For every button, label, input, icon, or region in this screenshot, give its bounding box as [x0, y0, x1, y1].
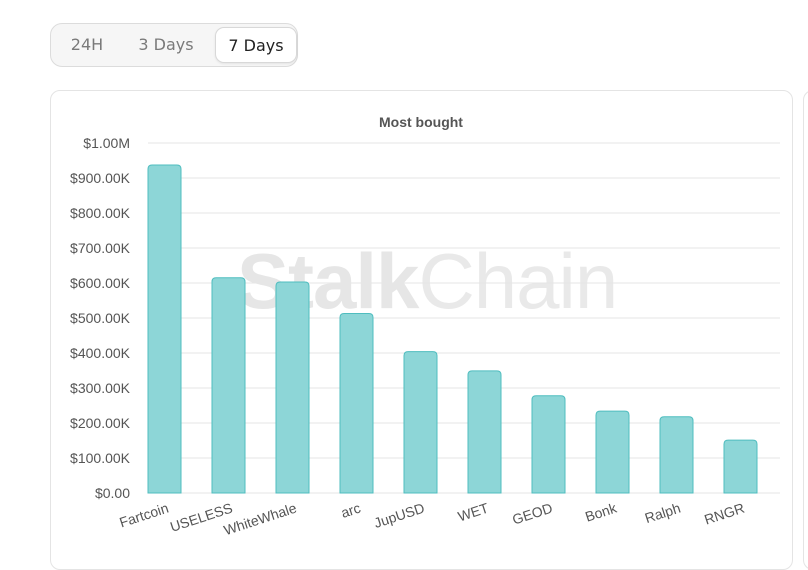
y-tick-label: $900.00K: [70, 170, 131, 186]
x-tick-label: JupUSD: [372, 500, 427, 531]
y-axis-ticks: $0.00 $100.00K $200.00K $300.00K $400.00K $50…: [70, 135, 131, 501]
y-tick-label: $100.00K: [70, 450, 131, 466]
time-range-selector: 24H 3 Days 7 Days: [50, 23, 298, 67]
x-tick-label: Ralph: [643, 500, 683, 527]
x-tick-label: WhiteWhale: [222, 500, 299, 539]
x-tick-label: GEOD: [510, 500, 554, 528]
bar-fartcoin[interactable]: [147, 164, 182, 494]
y-tick-label: $200.00K: [70, 415, 131, 431]
most-bought-bar-chart: Most bought $0.00 $100.00K $200.00K $300.00…: [70, 114, 780, 538]
tab-7-days[interactable]: 7 Days: [215, 27, 297, 63]
y-tick-label: $700.00K: [70, 240, 131, 256]
bar-geod[interactable]: [531, 395, 566, 494]
bars: [147, 164, 758, 494]
watermark-part-2: Chain: [418, 237, 618, 325]
bar-ralph[interactable]: [659, 416, 694, 494]
y-tick-label: $0.00: [95, 485, 130, 501]
tab-3-days[interactable]: 3 Days: [138, 35, 194, 54]
x-tick-label: RNGR: [702, 500, 746, 528]
chart-title: Most bought: [379, 114, 463, 130]
bar-jupusd[interactable]: [403, 351, 438, 494]
y-tick-label: $400.00K: [70, 345, 131, 361]
tab-24h[interactable]: 24H: [70, 35, 104, 54]
bar-wet[interactable]: [467, 370, 502, 494]
bar-whitewhale[interactable]: [275, 281, 310, 494]
watermark-part-1: Stalk: [237, 237, 419, 325]
y-tick-label: $300.00K: [70, 380, 131, 396]
bar-arc[interactable]: [339, 312, 374, 494]
x-tick-label: WET: [456, 499, 491, 524]
x-tick-label: arc: [339, 500, 362, 521]
y-tick-label: $500.00K: [70, 310, 131, 326]
y-tick-label: $600.00K: [70, 275, 131, 291]
y-tick-label: $800.00K: [70, 205, 131, 221]
bar-rngr[interactable]: [723, 439, 758, 494]
x-tick-label: Bonk: [583, 499, 619, 524]
bar-useless[interactable]: [211, 277, 246, 494]
y-tick-label: $1.00M: [83, 135, 130, 151]
bar-bonk[interactable]: [595, 410, 630, 494]
x-tick-label: Fartcoin: [117, 500, 170, 531]
stalkchain-watermark: StalkChain: [237, 236, 618, 327]
